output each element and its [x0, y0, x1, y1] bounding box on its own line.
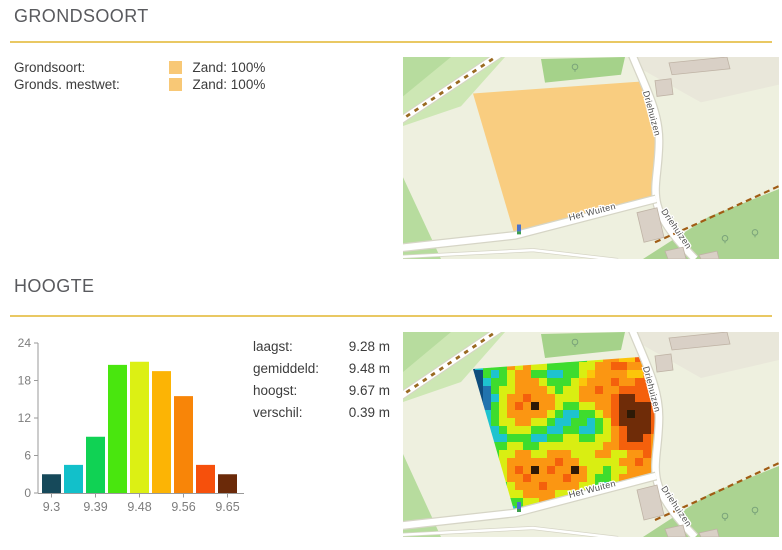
soil-fertilizer-label: Gronds. mestwet: — [14, 77, 120, 92]
soil-fertilizer-value: Zand: 100% — [192, 77, 266, 92]
soil-legend-row: Gronds. mestwet: Zand: 100% — [14, 76, 265, 93]
svg-text:0: 0 — [24, 486, 31, 500]
stat-label: laagst: — [253, 339, 293, 354]
svg-text:9.39: 9.39 — [83, 500, 107, 514]
soil-type-label: Grondsoort: — [14, 60, 86, 75]
stat-value: 9.28 m — [348, 339, 391, 354]
height-stats: laagst: 9.28 m gemiddeld: 9.48 m hoogst:… — [253, 336, 390, 424]
section-title-hoogte: HOOGTE — [14, 276, 95, 296]
stat-label: verschil: — [253, 405, 303, 420]
svg-text:9.3: 9.3 — [43, 500, 60, 514]
section-divider-grondsoort — [10, 41, 772, 43]
stat-row-average: gemiddeld: 9.48 m — [253, 358, 390, 380]
soil-legend-row: Grondsoort: Zand: 100% — [14, 59, 265, 76]
svg-text:9.56: 9.56 — [171, 500, 195, 514]
stat-row-highest: hoogst: 9.67 m — [253, 380, 390, 402]
stat-row-lowest: laagst: 9.28 m — [253, 336, 390, 358]
soil-color-swatch — [168, 61, 182, 74]
section-title-grondsoort: GRONDSOORT — [14, 6, 149, 26]
svg-text:9.48: 9.48 — [127, 500, 151, 514]
svg-text:18: 18 — [18, 374, 32, 388]
section-divider-hoogte — [10, 315, 772, 317]
stat-label: hoogst: — [253, 383, 298, 398]
soil-legend: Grondsoort: Zand: 100% Gronds. mestwet: … — [14, 59, 265, 93]
stat-row-difference: verschil: 0.39 m — [253, 402, 390, 424]
svg-text:6: 6 — [24, 449, 31, 463]
height-histogram: 0 6 12 18 24 9.3 9.39 9.48 9.56 9.65 — [18, 336, 244, 514]
svg-text:12: 12 — [18, 411, 32, 425]
svg-text:9.65: 9.65 — [215, 500, 239, 514]
stat-value: 0.39 m — [348, 405, 391, 420]
soil-type-value: Zand: 100% — [192, 60, 266, 75]
svg-text:24: 24 — [18, 336, 32, 350]
soil-color-swatch — [168, 78, 182, 91]
stat-label: gemiddeld: — [253, 361, 320, 376]
stat-value: 9.48 m — [348, 361, 391, 376]
stat-value: 9.67 m — [348, 383, 391, 398]
